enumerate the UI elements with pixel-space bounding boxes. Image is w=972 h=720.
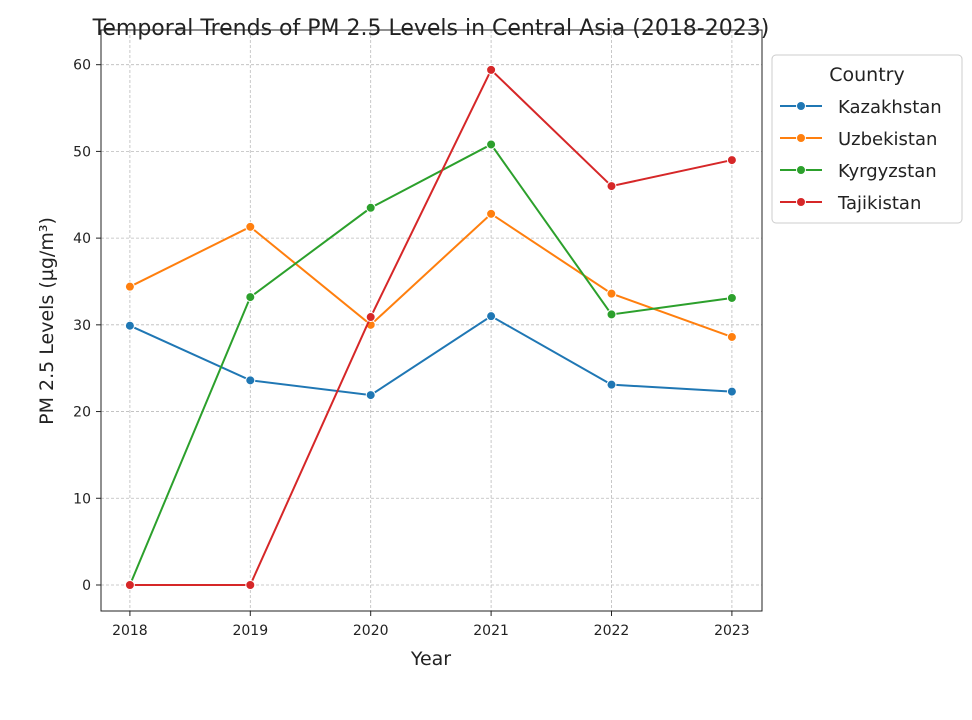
y-tick-label: 40 — [73, 231, 91, 247]
data-point-uzbekistan — [606, 288, 617, 299]
y-tick-label: 60 — [73, 58, 91, 74]
legend-box — [771, 54, 963, 224]
legend: Country Kazakhstan Uzbekistan Kyrgyzstan Ta… — [771, 54, 963, 224]
series-line-tajikistan — [129, 68, 733, 586]
y-tick-label: 30 — [73, 318, 91, 334]
x-axis: 2018 2019 2020 2021 2022 2023 — [112, 611, 750, 639]
data-point-kazakhstan — [365, 390, 376, 401]
x-axis-label: Year — [410, 648, 451, 670]
plot-area — [124, 64, 737, 590]
data-point-kazakhstan — [606, 379, 617, 390]
y-tick-label: 20 — [73, 405, 91, 421]
y-tick-label: 50 — [73, 144, 91, 160]
grid — [101, 30, 762, 611]
legend-marker-tajikistan — [796, 197, 806, 207]
legend-label-kazakhstan: Kazakhstan — [838, 97, 942, 118]
plot-frame — [100, 29, 763, 612]
legend-marker-kazakhstan — [796, 101, 806, 111]
legend-label-tajikistan: Tajikistan — [837, 193, 921, 214]
data-point-kazakhstan — [124, 320, 135, 331]
data-point-tajikistan — [486, 64, 497, 75]
series-line-uzbekistan — [129, 212, 733, 338]
legend-marker-kyrgyzstan — [796, 165, 806, 175]
data-point-tajikistan — [606, 181, 617, 192]
x-tick-label: 2021 — [473, 623, 509, 639]
y-tick-label: 0 — [82, 578, 91, 594]
data-point-kazakhstan — [245, 375, 256, 386]
series-line-kazakhstan — [129, 314, 732, 397]
legend-label-uzbekistan: Uzbekistan — [838, 129, 937, 150]
data-point-uzbekistan — [486, 208, 497, 219]
x-tick-label: 2018 — [112, 623, 148, 639]
y-tick-label: 10 — [73, 491, 91, 507]
x-tick-label: 2023 — [714, 623, 750, 639]
series-line-kyrgyzstan — [128, 143, 733, 586]
data-point-kazakhstan — [486, 311, 497, 322]
x-tick-label: 2019 — [232, 623, 268, 639]
data-point-kyrgyzstan — [245, 292, 256, 303]
data-point-tajikistan — [124, 579, 135, 590]
data-point-kyrgyzstan — [365, 202, 376, 213]
y-axis-label: PM 2.5 Levels (µg/m³) — [36, 217, 58, 425]
data-point-tajikistan — [365, 312, 376, 323]
x-tick-label: 2022 — [594, 623, 630, 639]
data-point-uzbekistan — [124, 281, 135, 292]
legend-title: Country — [829, 64, 904, 86]
data-point-uzbekistan — [245, 221, 256, 232]
data-point-tajikistan — [726, 155, 737, 166]
y-axis: 0 10 20 30 40 50 60 — [73, 58, 101, 594]
data-point-kazakhstan — [726, 386, 737, 397]
data-point-uzbekistan — [726, 331, 737, 342]
x-tick-label: 2020 — [353, 623, 389, 639]
data-point-kyrgyzstan — [486, 139, 497, 150]
data-point-tajikistan — [245, 579, 256, 590]
data-point-kyrgyzstan — [606, 309, 617, 320]
chart-title: Temporal Trends of PM 2.5 Levels in Cent… — [92, 16, 770, 41]
legend-marker-uzbekistan — [796, 133, 806, 143]
data-point-kyrgyzstan — [726, 292, 737, 303]
legend-label-kyrgyzstan: Kyrgyzstan — [838, 161, 937, 182]
